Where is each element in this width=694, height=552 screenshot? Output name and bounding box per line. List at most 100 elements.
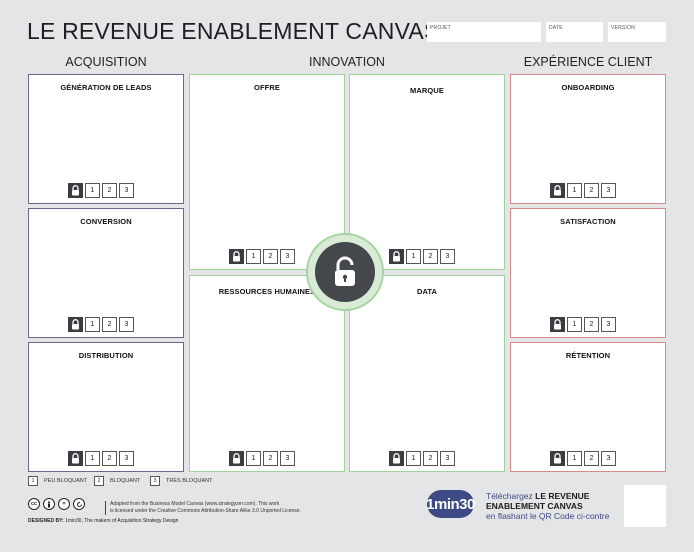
- box-title: OFFRE: [254, 83, 280, 92]
- blocking-scale: 1 2 3: [68, 183, 134, 198]
- no-derivatives-icon: =: [58, 498, 70, 510]
- box-marque[interactable]: MARQUE 1 2 3: [349, 74, 505, 270]
- lock-icon[interactable]: [68, 183, 83, 198]
- scale-1-button[interactable]: 1: [567, 451, 582, 466]
- lock-icon[interactable]: [68, 317, 83, 332]
- brand-logo: 1min30: [426, 490, 475, 518]
- designed-by: DESIGNED BY: 1min30, The makers of Acqui…: [28, 518, 178, 524]
- box-generation-de-leads[interactable]: GÉNÉRATION DE LEADS 1 2 3: [28, 74, 184, 204]
- scale-1-button[interactable]: 1: [567, 183, 582, 198]
- designed-by-label: DESIGNED BY:: [28, 518, 64, 524]
- scale-2-button[interactable]: 2: [584, 451, 599, 466]
- box-title: MARQUE: [410, 86, 444, 95]
- box-conversion[interactable]: CONVERSION 1 2 3: [28, 208, 184, 338]
- scale-3-button[interactable]: 3: [280, 451, 295, 466]
- qr-code[interactable]: [624, 485, 666, 527]
- scale-2-button[interactable]: 2: [584, 183, 599, 198]
- scale-2-button[interactable]: 2: [263, 249, 278, 264]
- legend-item-2: 2 BLOQUANT: [94, 476, 140, 486]
- scale-1-button[interactable]: 1: [567, 317, 582, 332]
- download-line-2-bold: ENABLEMENT CANVAS: [486, 501, 583, 511]
- scale-3-button[interactable]: 3: [601, 183, 616, 198]
- scale-2-button[interactable]: 2: [263, 451, 278, 466]
- scale-3-button[interactable]: 3: [440, 249, 455, 264]
- blocking-scale: 1 2 3: [389, 249, 455, 264]
- legend-label: BLOQUANT: [110, 478, 141, 484]
- scale-2-button[interactable]: 2: [584, 317, 599, 332]
- legend-label: PEU BLOQUANT: [44, 478, 88, 484]
- scale-2-button[interactable]: 2: [102, 451, 117, 466]
- legend-number: 3: [150, 476, 160, 486]
- box-distribution[interactable]: DISTRIBUTION 1 2 3: [28, 342, 184, 472]
- license-line-2: is licensed under the Creative Commons A…: [110, 508, 301, 514]
- blocking-scale: 1 2 3: [550, 317, 616, 332]
- lock-icon[interactable]: [550, 183, 565, 198]
- box-title: GÉNÉRATION DE LEADS: [60, 83, 152, 92]
- section-acquisition: ACQUISITION: [65, 55, 147, 69]
- scale-1-button[interactable]: 1: [246, 451, 261, 466]
- blocking-scale: 1 2 3: [229, 451, 295, 466]
- download-line-1-bold: LE REVENUE: [535, 491, 590, 501]
- lock-icon[interactable]: [550, 317, 565, 332]
- scale-2-button[interactable]: 2: [102, 183, 117, 198]
- legend-number: 1: [28, 476, 38, 486]
- scale-1-button[interactable]: 1: [406, 249, 421, 264]
- scale-1-button[interactable]: 1: [85, 451, 100, 466]
- page-title: LE REVENUE ENABLEMENT CANVAS: [27, 18, 440, 44]
- blocking-scale: 1 2 3: [550, 451, 616, 466]
- version-field[interactable]: VERSION: [608, 22, 666, 42]
- box-title: DATA: [416, 287, 438, 296]
- box-title: DISTRIBUTION: [78, 351, 134, 360]
- lock-icon[interactable]: [229, 249, 244, 264]
- box-title: ONBOARDING: [561, 83, 615, 92]
- scale-1-button[interactable]: 1: [85, 183, 100, 198]
- designed-by-text: 1min30, The makers of Acquisition Strate…: [63, 518, 179, 524]
- date-label: DATE: [549, 25, 563, 31]
- scale-1-button[interactable]: 1: [406, 451, 421, 466]
- scale-2-button[interactable]: 2: [423, 249, 438, 264]
- scale-3-button[interactable]: 3: [440, 451, 455, 466]
- box-title: CONVERSION: [80, 217, 132, 226]
- scale-1-button[interactable]: 1: [246, 249, 261, 264]
- lock-icon[interactable]: [550, 451, 565, 466]
- date-field[interactable]: DATE: [546, 22, 603, 42]
- box-title: RÉTENTION: [565, 351, 611, 360]
- legend-item-1: 1 PEU BLOQUANT: [28, 476, 87, 486]
- section-experience-client: EXPÉRIENCE CLIENT: [523, 55, 653, 69]
- scale-3-button[interactable]: 3: [280, 249, 295, 264]
- lock-icon[interactable]: [389, 451, 404, 466]
- legend-label: TRÈS BLOQUANT: [166, 478, 213, 484]
- projet-field[interactable]: PROJET: [427, 22, 541, 42]
- download-line-3: en flashant le QR Code ci-contre: [486, 511, 610, 521]
- blocking-scale: 1 2 3: [229, 249, 295, 264]
- license-text: Adapted from the Business Model Canvas (…: [105, 501, 340, 515]
- scale-3-button[interactable]: 3: [119, 317, 134, 332]
- creative-commons-icons: cc =: [28, 498, 85, 510]
- share-alike-icon: [73, 498, 85, 510]
- box-satisfaction[interactable]: SATISFACTION 1 2 3: [510, 208, 666, 338]
- scale-2-button[interactable]: 2: [102, 317, 117, 332]
- blocking-scale: 1 2 3: [68, 451, 134, 466]
- scale-3-button[interactable]: 3: [601, 317, 616, 332]
- unlock-icon: [315, 242, 375, 302]
- blocking-scale: 1 2 3: [389, 451, 455, 466]
- scale-3-button[interactable]: 3: [119, 451, 134, 466]
- section-innovation: INNOVATION: [309, 55, 385, 69]
- box-title: SATISFACTION: [560, 217, 616, 226]
- lock-icon[interactable]: [389, 249, 404, 264]
- license-line-1: Adapted from the Business Model Canvas (…: [110, 501, 280, 507]
- scale-3-button[interactable]: 3: [119, 183, 134, 198]
- box-offre[interactable]: OFFRE 1 2 3: [189, 74, 345, 270]
- box-data[interactable]: DATA 1 2 3: [349, 275, 505, 472]
- scale-1-button[interactable]: 1: [85, 317, 100, 332]
- lock-icon[interactable]: [68, 451, 83, 466]
- scale-2-button[interactable]: 2: [423, 451, 438, 466]
- box-ressources-humaines[interactable]: RESSOURCES HUMAINES 1 2 3: [189, 275, 345, 472]
- scale-3-button[interactable]: 3: [601, 451, 616, 466]
- center-unlock-badge: [306, 233, 384, 311]
- box-title: RESSOURCES HUMAINES: [218, 287, 316, 296]
- box-retention[interactable]: RÉTENTION 1 2 3: [510, 342, 666, 472]
- legend-number: 2: [94, 476, 104, 486]
- box-onboarding[interactable]: ONBOARDING 1 2 3: [510, 74, 666, 204]
- lock-icon[interactable]: [229, 451, 244, 466]
